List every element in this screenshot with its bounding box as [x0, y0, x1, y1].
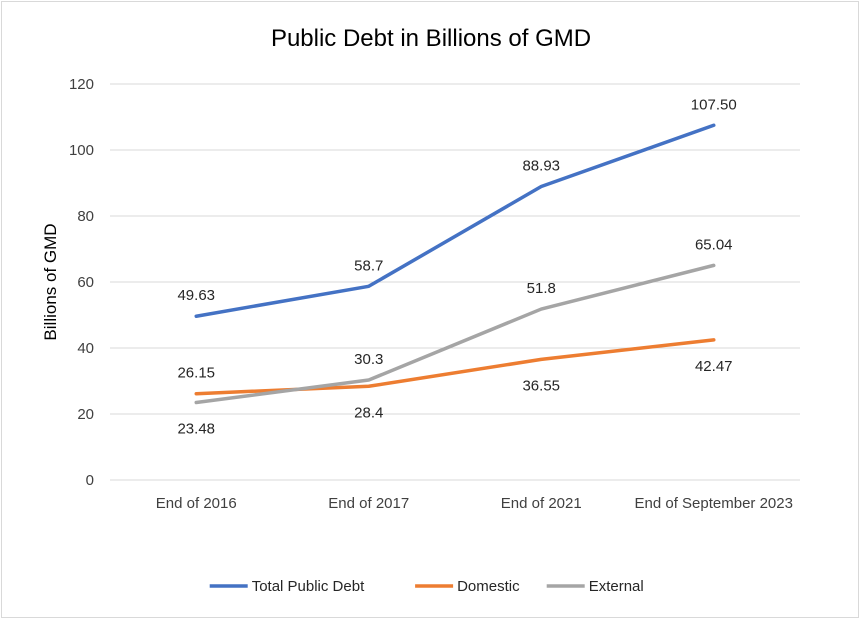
legend-entry: Domestic: [457, 578, 520, 595]
legend: Total Public Debt Domestic External: [209, 578, 644, 595]
y-tick-label: 40: [77, 340, 94, 357]
legend-entry: Total Public Debt: [252, 578, 365, 595]
x-tick-label: End of September 2023: [635, 495, 793, 512]
y-tick-label: 20: [77, 406, 94, 423]
legend-entry: External: [589, 578, 644, 595]
series-line: [194, 263, 716, 405]
data-label: 36.55: [522, 377, 560, 394]
x-tick-label: End of 2021: [501, 495, 582, 512]
y-tick-label: 0: [86, 472, 94, 489]
y-tick-label: 100: [69, 142, 94, 159]
data-label: 23.48: [177, 421, 215, 438]
x-axis-ticks: End of 2016 End of 2017 End of 2021 End of …: [156, 495, 793, 512]
data-label: 26.15: [177, 365, 215, 382]
y-tick-label: 80: [77, 208, 94, 225]
y-tick-label: 60: [77, 274, 94, 291]
data-label: 51.8: [527, 280, 556, 297]
data-label: 58.7: [354, 257, 383, 274]
data-label: 42.47: [695, 358, 733, 375]
chart-title: Public Debt in Billions of GMD: [271, 25, 591, 52]
data-label: 28.4: [354, 404, 383, 421]
data-label: 88.93: [522, 158, 560, 175]
x-tick-label: End of 2016: [156, 495, 237, 512]
y-tick-label: 120: [69, 76, 94, 93]
x-tick-label: End of 2017: [328, 495, 409, 512]
data-label: 49.63: [177, 287, 215, 304]
series-line: [194, 123, 716, 318]
data-labels: 49.63 58.7 88.93 107.50 26.15 28.4 36.55 42.47 2…: [177, 96, 736, 437]
y-axis-label: Billions of GMD: [41, 223, 60, 340]
gridlines: [110, 83, 800, 481]
data-label: 65.04: [695, 236, 733, 253]
y-axis-ticks: 0 20 40 60 80 100 120: [69, 76, 94, 489]
data-label: 107.50: [691, 96, 737, 113]
series-lines: [194, 123, 716, 405]
data-label: 30.3: [354, 351, 383, 368]
